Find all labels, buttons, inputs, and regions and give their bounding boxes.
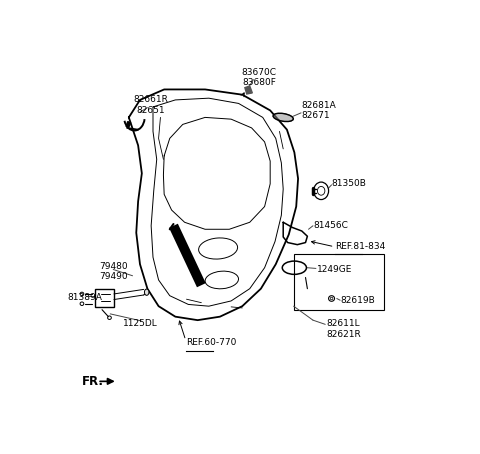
- Text: 79480
79490: 79480 79490: [99, 262, 128, 281]
- Ellipse shape: [273, 113, 293, 122]
- Text: 82661R
82651: 82661R 82651: [134, 95, 168, 115]
- Text: 82619B: 82619B: [341, 296, 376, 306]
- Text: 1125DL: 1125DL: [122, 319, 157, 328]
- Text: REF.81-834: REF.81-834: [335, 242, 385, 251]
- Bar: [294, 254, 384, 310]
- Polygon shape: [126, 122, 131, 127]
- Text: REF.60-770: REF.60-770: [186, 338, 237, 347]
- Text: 82611L
82621R: 82611L 82621R: [326, 319, 361, 339]
- Text: 81456C: 81456C: [313, 221, 348, 230]
- Bar: [96, 289, 114, 307]
- Text: 82681A
82671: 82681A 82671: [302, 101, 336, 120]
- Text: 83670C
83680F: 83670C 83680F: [241, 68, 276, 87]
- Text: 81389A: 81389A: [67, 293, 102, 302]
- Text: 81350B: 81350B: [332, 179, 366, 188]
- Text: FR.: FR.: [83, 375, 104, 388]
- Text: 1249GE: 1249GE: [317, 265, 352, 274]
- Ellipse shape: [144, 289, 149, 296]
- Polygon shape: [245, 86, 252, 94]
